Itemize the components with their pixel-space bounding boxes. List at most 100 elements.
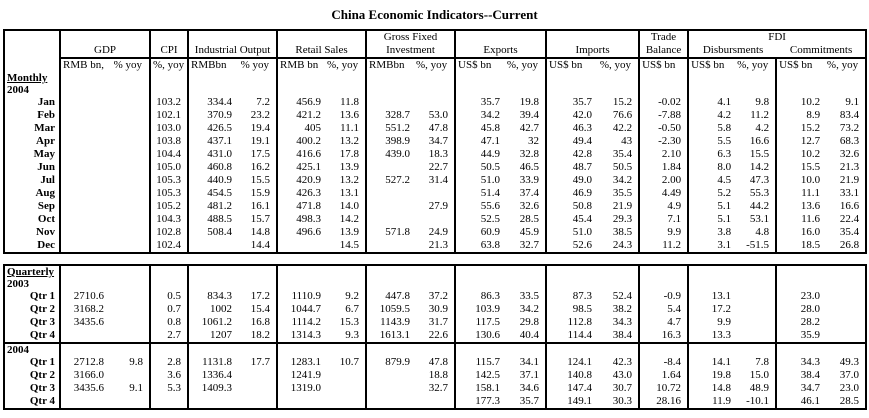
cell: 2.00 [638,174,689,187]
cell [59,239,110,253]
cell: 9.3 [345,329,359,341]
cell [110,369,150,382]
cell: 7.8 [755,356,769,368]
cell: 29.8 [519,316,539,328]
cell [110,187,150,200]
cell: 10.7 [339,356,359,368]
monthly-table: GDP CPI Industrial Output Retail Sales G… [3,29,868,254]
cell: 2712.8 [59,356,110,369]
cell: 437.1 [187,135,239,148]
cell: 13.2 [339,135,360,147]
cell [238,278,277,290]
cell: 370.9 [187,109,239,122]
col-group-retail-sales: Retail Sales [276,30,367,59]
cell [365,369,416,382]
cell: 43 [621,135,633,147]
cell [110,265,150,278]
cell [365,395,416,409]
cell [327,84,366,96]
cell [737,84,776,96]
cell [598,265,639,278]
cell: 1283.1 [276,356,327,369]
cell: 9.1 [129,382,143,394]
unit-cell: %, yoy [737,59,769,71]
cell [416,96,455,109]
cell: 3.1 [687,239,738,253]
table-row: Qtr 3 3435.6 9.1 5.3 1409.3 1319.0 32.7 158.1 34… [4,382,866,395]
col-group-fdi: FDI Disbursments Commitments [687,30,867,59]
cell: 28.5 [839,395,859,407]
cell: 43.0 [612,369,632,381]
cell: 398.9 [365,135,417,148]
cell [59,213,110,226]
cell [59,122,110,135]
cell: 115.7 [454,356,506,369]
cell: 30.9 [428,303,448,315]
row-label: 2004 [4,342,60,356]
cell [59,72,110,84]
cell: -0.02 [638,96,689,109]
row-label: Oct [37,213,55,225]
cell: 31.4 [428,174,449,186]
cell: 14.4 [250,239,271,251]
cell: 481.2 [187,200,239,213]
cell: 498.3 [276,213,328,226]
cell: 2.10 [638,148,689,161]
cell: 37.4 [519,187,540,199]
cell [416,213,455,226]
cell: 32.8 [519,148,540,160]
cell: 1143.9 [365,316,416,329]
cell: 9.2 [345,290,359,302]
cell: 14.2 [749,161,770,173]
cell: 9.9 [687,316,737,329]
cell: 34.2 [519,303,539,315]
cell: 24.9 [428,226,449,238]
cell: 130.6 [454,329,506,343]
cell: 17.7 [250,356,270,368]
table-row: Qtr 3 3435.6 0.8 1061.2 16.8 1114.2 15.3 1143.9… [4,316,866,329]
row-label: Qtr 4 [29,395,55,407]
cell [365,187,417,200]
cell: 1319.0 [276,382,327,395]
cell [638,342,688,356]
cell: 14.2 [339,213,360,225]
cell: 48.7 [545,161,599,174]
cell [149,265,188,278]
cell: 6.3 [687,148,738,161]
cell: 47.1 [454,135,507,148]
cell [276,84,328,96]
cell: 32.7 [519,239,540,251]
cell: 47.3 [749,174,770,186]
cell: 103.0 [149,122,189,135]
cell [110,174,150,187]
cell [416,72,455,84]
cell: 4.49 [638,187,689,200]
cell: 33.1 [839,187,860,199]
cell [365,342,416,356]
cell [110,239,150,253]
cell: 30.3 [612,395,632,407]
row-label: Nov [36,226,55,238]
cell [110,72,150,84]
cell [365,161,417,174]
row-label: Monthly [7,72,48,84]
cell [187,239,239,253]
cell: 51.0 [454,174,507,187]
cell: 37.2 [428,290,448,302]
cell: 11.1 [775,187,827,200]
cell [365,239,417,253]
cell [59,187,110,200]
cell: 38.4 [612,329,632,341]
cell: 51.4 [454,187,507,200]
cell [638,84,689,96]
cell: 431.0 [187,148,239,161]
cell [687,278,737,290]
cell: 22.7 [428,161,449,173]
cell: 142.5 [454,369,506,382]
cell: 425.1 [276,161,328,174]
cell [110,84,150,96]
cell [545,72,599,84]
col-group-gdp: GDP [58,30,151,59]
cell [506,265,546,278]
